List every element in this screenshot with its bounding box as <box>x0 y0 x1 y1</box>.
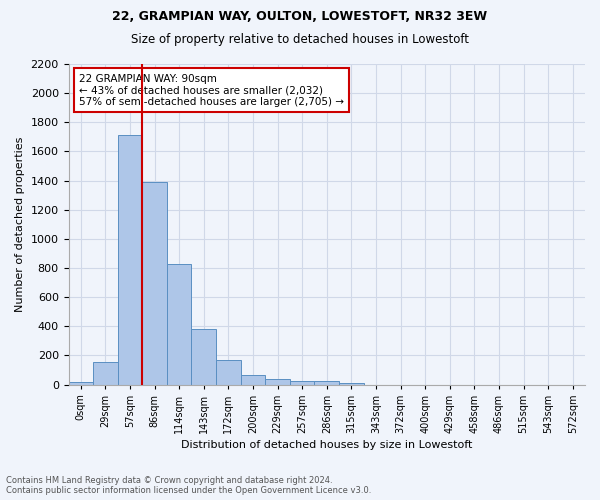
Bar <box>68 382 93 384</box>
Bar <box>241 375 265 384</box>
Text: 22, GRAMPIAN WAY, OULTON, LOWESTOFT, NR32 3EW: 22, GRAMPIAN WAY, OULTON, LOWESTOFT, NR3… <box>112 10 488 23</box>
Bar <box>216 360 241 384</box>
Bar <box>339 383 364 384</box>
X-axis label: Distribution of detached houses by size in Lowestoft: Distribution of detached houses by size … <box>181 440 472 450</box>
Bar <box>142 182 167 384</box>
Text: Size of property relative to detached houses in Lowestoft: Size of property relative to detached ho… <box>131 32 469 46</box>
Y-axis label: Number of detached properties: Number of detached properties <box>15 136 25 312</box>
Bar <box>314 381 339 384</box>
Bar <box>118 136 142 384</box>
Bar <box>290 381 314 384</box>
Bar <box>265 380 290 384</box>
Bar <box>191 329 216 384</box>
Text: Contains HM Land Registry data © Crown copyright and database right 2024.
Contai: Contains HM Land Registry data © Crown c… <box>6 476 371 495</box>
Bar <box>167 264 191 384</box>
Text: 22 GRAMPIAN WAY: 90sqm
← 43% of detached houses are smaller (2,032)
57% of semi-: 22 GRAMPIAN WAY: 90sqm ← 43% of detached… <box>79 74 344 107</box>
Bar <box>93 362 118 384</box>
